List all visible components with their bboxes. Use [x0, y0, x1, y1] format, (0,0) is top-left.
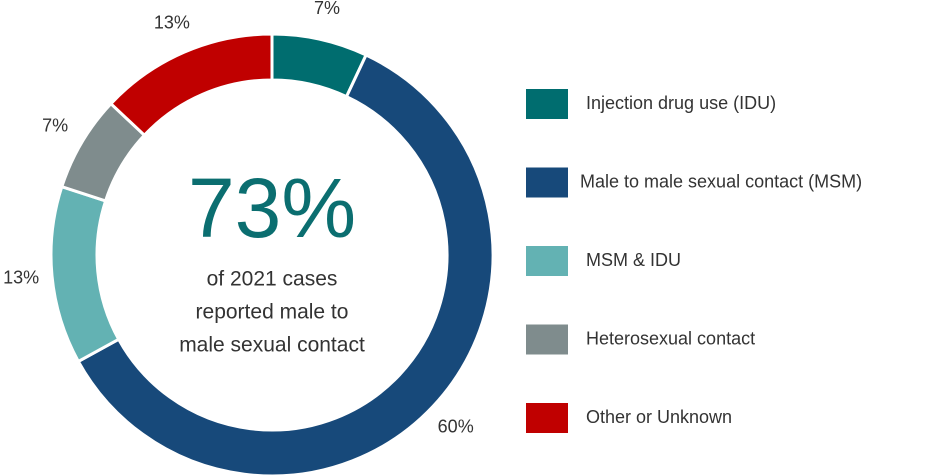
legend-label: Male to male sexual contact (MSM) [580, 171, 862, 191]
donut-slice [108, 32, 274, 138]
legend-label: Heterosexual contact [586, 328, 755, 348]
value-label: 13% [154, 12, 190, 32]
donut-slice [76, 53, 495, 475]
center-text: reported male to [196, 301, 349, 324]
legend-swatch [526, 403, 568, 433]
legend-label: Injection drug use (IDU) [586, 93, 776, 113]
center-label: 73% [188, 161, 356, 255]
legend-swatch [526, 324, 568, 355]
legend-label: Other or Unknown [586, 407, 732, 427]
center-text: male sexual contact [179, 334, 365, 357]
value-label: 7% [42, 115, 68, 135]
value-label: 13% [3, 267, 39, 287]
legend-swatch [526, 167, 568, 198]
legend-swatch [526, 89, 568, 119]
center-text: of 2021 cases [207, 268, 338, 291]
value-label: 7% [314, 0, 340, 18]
legend-swatch [526, 246, 568, 276]
legend-label: MSM & IDU [586, 250, 681, 270]
donut-slice [49, 184, 121, 364]
value-label: 60% [438, 416, 474, 436]
